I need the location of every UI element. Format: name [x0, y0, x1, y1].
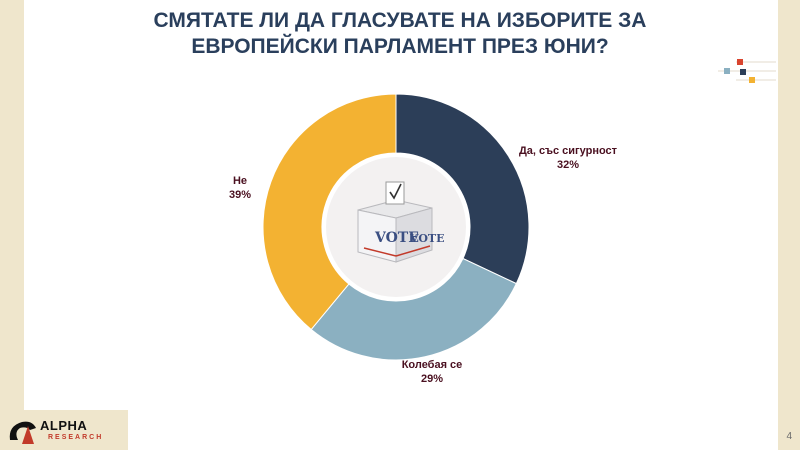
- logo-text: ALPHA: [40, 418, 88, 433]
- slice-label-value-3: 39%: [229, 189, 251, 201]
- vote-text-side: VOTE: [409, 232, 445, 245]
- logo-subtext: RESEARCH: [48, 434, 104, 441]
- title-line-2: ЕВРОПЕЙСКИ ПАРЛАМЕНТ ПРЕЗ ЮНИ?: [191, 35, 609, 58]
- chart-slices: [262, 93, 530, 361]
- ballot-box-icon: VOTE VOTE: [357, 181, 445, 263]
- slice-label-value-2: 29%: [421, 373, 443, 385]
- decorative-squares-graphic: [718, 59, 776, 83]
- slice-label-category-2: Колебая се: [402, 359, 463, 371]
- alpha-research-logo: ALPHA RESEARCH: [0, 410, 128, 450]
- slice-label-category-1: Да, със сигурност: [519, 145, 618, 157]
- chart-labels: Да, със сигурност 32% Колебая се 29% Не 39%: [229, 145, 618, 385]
- right-border-band: [778, 0, 800, 450]
- slide-title: СМЯТАТЕ ЛИ ДА ГЛАСУВАТЕ НА ИЗБОРИТЕ ЗА Е…: [110, 8, 690, 60]
- page-number: 4: [786, 431, 792, 442]
- left-border-band: [0, 0, 24, 450]
- alpha-logo-icon: [9, 421, 36, 444]
- vote-text-front: VOTE: [374, 230, 419, 246]
- slice-label-value-1: 32%: [557, 159, 579, 171]
- title-line-1: СМЯТАТЕ ЛИ ДА ГЛАСУВАТЕ НА ИЗБОРИТЕ ЗА: [153, 9, 647, 32]
- slice-label-category-3: Не: [233, 175, 247, 187]
